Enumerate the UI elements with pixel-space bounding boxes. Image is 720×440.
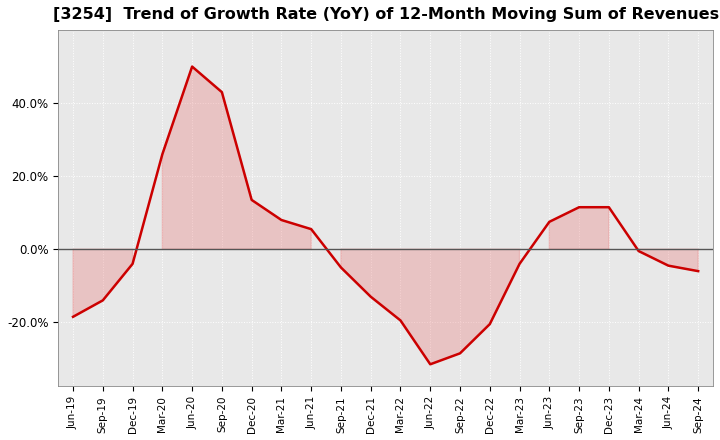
Title: [3254]  Trend of Growth Rate (YoY) of 12-Month Moving Sum of Revenues: [3254] Trend of Growth Rate (YoY) of 12-… [53,7,719,22]
